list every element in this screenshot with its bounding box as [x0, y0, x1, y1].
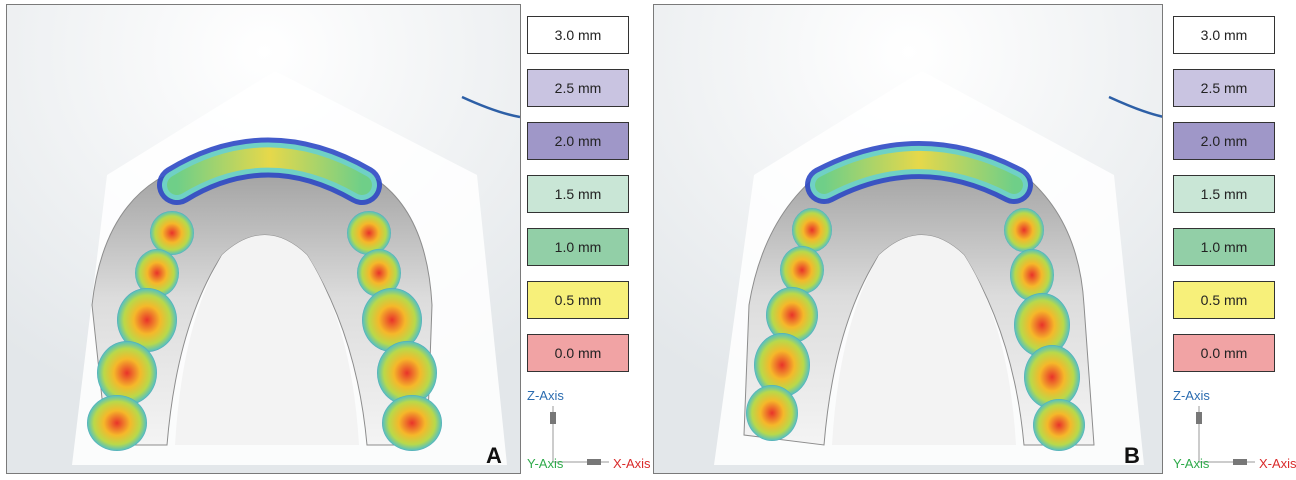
- panel-label-a: A: [486, 443, 502, 468]
- legend-label: 0.0 mm: [554, 345, 602, 361]
- y-axis-label: Y-Axis: [1173, 456, 1210, 471]
- posterior-teeth-right: [1004, 208, 1085, 451]
- y-axis-label: Y-Axis: [527, 456, 564, 471]
- legend-label: 0.0 mm: [1200, 345, 1248, 361]
- legend-label: 2.0 mm: [554, 133, 602, 149]
- legend-swatch: 0.0 mm: [527, 334, 629, 372]
- z-axis-label: Z-Axis: [527, 388, 564, 403]
- legend-label: 0.5 mm: [1200, 292, 1248, 308]
- x-axis-label: X-Axis: [1259, 456, 1296, 471]
- legend-swatch: 1.5 mm: [1173, 175, 1275, 213]
- z-axis-label: Z-Axis: [1173, 388, 1210, 403]
- axis-indicator-b: Z-Axis Y-Axis X-Axis: [1173, 384, 1296, 474]
- legend-swatch: 1.5 mm: [527, 175, 629, 213]
- dental-arch-view-b: [654, 5, 1162, 473]
- legend-swatch: 2.0 mm: [527, 122, 629, 160]
- legend-label: 1.5 mm: [554, 186, 602, 202]
- legend-swatch: 2.0 mm: [1173, 122, 1275, 160]
- legend-swatch: 0.0 mm: [1173, 334, 1275, 372]
- x-axis-label: X-Axis: [613, 456, 651, 471]
- legend-label: 2.5 mm: [554, 80, 602, 96]
- posterior-teeth-left: [87, 211, 194, 451]
- legend-label: 3.0 mm: [1200, 27, 1248, 43]
- axis-indicator-a: Z-Axis Y-Axis X-Axis: [527, 384, 667, 474]
- scan-panel-a: A: [6, 4, 521, 474]
- legend-swatch: 3.0 mm: [527, 16, 629, 54]
- legend-label: 1.0 mm: [554, 239, 602, 255]
- legend-label: 1.5 mm: [1200, 186, 1248, 202]
- legend-label: 2.0 mm: [1200, 133, 1248, 149]
- legend-swatch: 0.5 mm: [527, 281, 629, 319]
- legend-label: 1.0 mm: [1200, 239, 1248, 255]
- posterior-teeth-left: [746, 208, 832, 441]
- distance-legend-a: 3.0 mm 2.5 mm 2.0 mm 1.5 mm 1.0 mm 0.5 m…: [527, 16, 629, 387]
- scan-panel-b: B: [653, 4, 1163, 474]
- legend-swatch: 2.5 mm: [1173, 69, 1275, 107]
- legend-swatch: 1.0 mm: [527, 228, 629, 266]
- posterior-teeth-right: [347, 211, 442, 451]
- axis-triad-icon: [550, 406, 609, 465]
- legend-swatch: 1.0 mm: [1173, 228, 1275, 266]
- legend-label: 3.0 mm: [554, 27, 602, 43]
- legend-label: 0.5 mm: [554, 292, 602, 308]
- axis-triad-icon: [1196, 406, 1255, 465]
- distance-legend-b: 3.0 mm 2.5 mm 2.0 mm 1.5 mm 1.0 mm 0.5 m…: [1173, 16, 1275, 387]
- legend-label: 2.5 mm: [1200, 80, 1248, 96]
- dental-arch-view-a: [7, 5, 520, 473]
- legend-swatch: 2.5 mm: [527, 69, 629, 107]
- legend-swatch: 0.5 mm: [1173, 281, 1275, 319]
- panel-label-b: B: [1124, 443, 1140, 468]
- legend-swatch: 3.0 mm: [1173, 16, 1275, 54]
